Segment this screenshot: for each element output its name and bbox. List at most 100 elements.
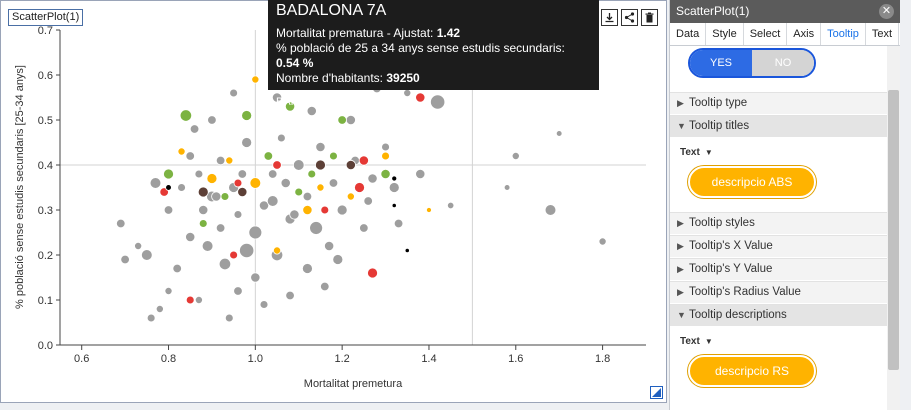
share-icon[interactable] [621,9,638,26]
data-point[interactable] [120,254,130,265]
data-point[interactable] [215,223,226,233]
data-point[interactable] [315,159,326,171]
data-point[interactable] [165,184,172,191]
data-point[interactable] [544,204,557,216]
tooltip-description-field[interactable]: descripcio RS [688,355,816,387]
data-point[interactable] [415,92,426,103]
data-point[interactable] [239,242,255,259]
data-point[interactable] [555,130,563,137]
data-point[interactable] [220,192,230,201]
data-point[interactable] [415,168,426,180]
data-point[interactable] [598,237,607,246]
titles-text-selector[interactable]: Text ▼ [680,147,713,158]
data-point[interactable] [301,263,313,274]
data-point[interactable] [363,196,373,206]
data-point[interactable] [225,156,234,165]
section-tooltip-radius-value[interactable]: ▶ Tooltip's Radius Value [670,281,888,303]
tab-data[interactable]: Data [670,23,707,45]
widget-title[interactable]: ScatterPlot(1) [8,9,84,26]
section-tooltip-x-value[interactable]: ▶ Tooltip's X Value [670,235,888,257]
data-point[interactable] [237,169,248,179]
data-point[interactable] [194,295,203,304]
data-point[interactable] [163,168,174,180]
data-point[interactable] [380,168,391,180]
data-point[interactable] [134,241,143,250]
panel-scrollbar[interactable] [887,46,900,410]
data-point[interactable] [302,204,313,216]
data-point[interactable] [346,192,355,201]
data-point[interactable] [164,286,173,295]
data-point[interactable] [381,142,390,152]
data-point[interactable] [197,186,209,198]
close-icon[interactable]: ✕ [879,4,894,19]
data-point[interactable] [263,151,274,161]
data-point[interactable] [336,204,348,216]
data-point[interactable] [302,191,313,202]
data-point[interactable] [198,204,209,216]
data-point[interactable] [249,177,262,189]
data-point[interactable] [345,159,356,171]
tooltip-title-field[interactable]: descripcio ABS [688,166,816,198]
data-point[interactable] [251,75,260,84]
data-point[interactable] [316,183,325,192]
desc-text-selector[interactable]: Text ▼ [680,336,713,347]
data-point[interactable] [155,304,164,313]
data-point[interactable] [273,246,282,255]
data-point[interactable] [198,219,208,228]
data-point[interactable] [141,249,153,261]
data-point[interactable] [233,210,243,219]
data-point[interactable] [391,202,397,209]
data-point[interactable] [292,159,305,171]
data-point[interactable] [177,147,186,156]
section-tooltip-styles[interactable]: ▶ Tooltip styles [670,212,888,234]
data-point[interactable] [280,177,291,189]
data-point[interactable] [207,115,217,125]
data-point[interactable] [367,173,378,184]
data-point[interactable] [229,88,238,98]
data-point[interactable] [185,231,196,243]
data-points[interactable] [116,70,607,323]
data-point[interactable] [237,186,248,198]
data-point[interactable] [358,155,369,166]
data-point[interactable] [329,151,338,161]
data-point[interactable] [189,124,200,134]
data-point[interactable] [267,169,278,179]
data-point[interactable] [201,240,214,252]
data-point[interactable] [285,290,295,301]
download-icon[interactable] [601,9,618,26]
data-point[interactable] [430,94,446,110]
data-point[interactable] [146,313,156,323]
data-point[interactable] [307,169,317,179]
data-point[interactable] [272,160,282,170]
tab-select[interactable]: Select [744,23,788,45]
toggle-yes-option[interactable]: YES [690,50,752,76]
scatterplot-widget[interactable]: ScatterPlot(1) 0.0 0.1 0.2 0.3 0.4 0.5 0.6 0.7 … [0,0,667,403]
section-tooltip-y-value[interactable]: ▶ Tooltip's Y Value [670,258,888,280]
tooltip-enable-toggle[interactable]: YES NO [688,48,816,78]
data-point[interactable] [211,191,222,202]
scrollbar-thumb[interactable] [888,90,899,370]
data-point[interactable] [179,109,193,122]
data-point[interactable] [163,205,174,215]
data-point[interactable] [258,200,270,211]
data-point[interactable] [271,92,283,103]
tab-style[interactable]: Style [706,23,744,45]
data-point[interactable] [218,257,232,271]
data-point[interactable] [426,207,432,213]
data-point[interactable] [345,114,356,126]
data-point[interactable] [116,218,126,229]
data-point[interactable] [294,187,304,197]
data-point[interactable] [320,205,330,215]
data-point[interactable] [266,195,279,207]
data-point[interactable] [388,182,400,193]
data-point[interactable] [248,225,263,240]
data-point[interactable] [250,272,261,283]
scatter-plot[interactable]: 0.0 0.1 0.2 0.3 0.4 0.5 0.6 0.7 0.6 0.8 1.0 1.2 1.4… [1,1,668,404]
data-point[interactable] [177,183,186,192]
data-point[interactable] [185,295,195,305]
data-point[interactable] [328,178,339,188]
resize-handle[interactable] [650,386,663,399]
data-point[interactable] [259,300,269,309]
data-point[interactable] [289,209,300,220]
section-tooltip-descriptions[interactable]: ▼ Tooltip descriptions [670,304,888,326]
